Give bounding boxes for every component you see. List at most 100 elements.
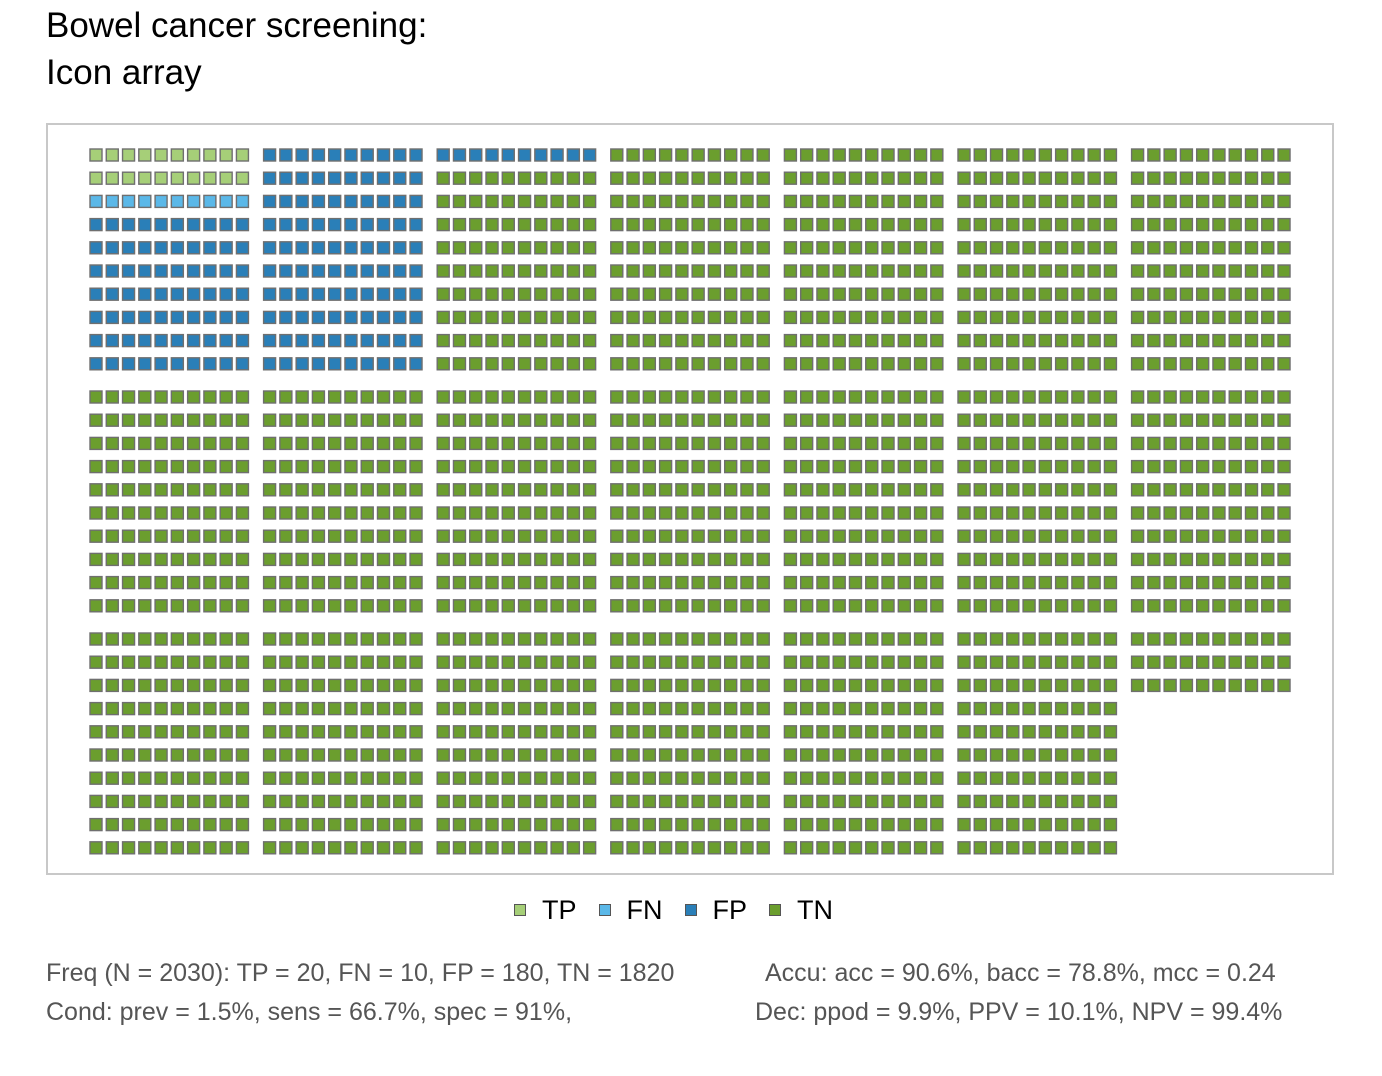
icon-tn bbox=[376, 632, 391, 646]
icon-tn bbox=[452, 506, 467, 520]
icon-tn bbox=[1130, 264, 1145, 278]
icon-tn bbox=[344, 483, 358, 497]
icon-tn bbox=[973, 390, 987, 404]
icon-tn bbox=[138, 552, 152, 567]
icon-tn bbox=[1179, 148, 1194, 162]
icon-tn bbox=[582, 264, 597, 278]
icon-tn bbox=[1228, 148, 1242, 162]
icon-tn bbox=[154, 529, 168, 543]
icon-tn bbox=[566, 194, 581, 209]
icon-tn bbox=[783, 725, 798, 739]
icon-tn bbox=[279, 436, 293, 451]
icon-fp bbox=[295, 194, 309, 209]
icon-tn bbox=[566, 552, 581, 567]
legend: TP FN FP TN bbox=[514, 893, 855, 927]
icon-tn bbox=[626, 194, 640, 209]
icon-tn bbox=[740, 264, 754, 278]
icon-tn bbox=[723, 701, 738, 716]
icon-tn bbox=[1087, 817, 1101, 832]
icon-tn bbox=[675, 357, 689, 371]
icon-tn bbox=[1130, 575, 1145, 590]
icon-tn bbox=[262, 436, 277, 451]
icon-tn bbox=[1022, 171, 1036, 185]
icon-tn bbox=[675, 459, 689, 474]
icon-tn bbox=[832, 748, 846, 762]
icon-tn bbox=[1006, 817, 1020, 832]
icon-tn bbox=[279, 632, 293, 646]
icon-tn bbox=[452, 483, 467, 497]
icon-tn bbox=[1147, 357, 1161, 371]
icon-tn bbox=[881, 264, 895, 278]
icon-tn bbox=[1163, 529, 1177, 543]
icon-tn bbox=[799, 655, 814, 669]
icon-tn bbox=[1054, 459, 1069, 474]
icon-tn bbox=[642, 552, 657, 567]
icon-tn bbox=[658, 148, 673, 162]
icon-tn bbox=[1163, 333, 1177, 348]
icon-tn bbox=[393, 841, 407, 855]
icon-tn bbox=[723, 632, 738, 646]
icon-fp bbox=[295, 171, 309, 185]
icon-tn bbox=[1147, 310, 1161, 325]
icon-tn bbox=[740, 632, 754, 646]
icon-tn bbox=[1006, 357, 1020, 371]
icon-tn bbox=[897, 552, 911, 567]
icon-tn bbox=[1103, 217, 1118, 232]
icon-tn bbox=[566, 459, 581, 474]
icon-tn bbox=[832, 413, 846, 427]
icon-tn bbox=[1054, 841, 1069, 855]
icon-fp bbox=[170, 264, 185, 278]
icon-tn bbox=[1038, 506, 1053, 520]
cond-summary: Cond: prev = 1.5%, sens = 66.7%, spec = … bbox=[46, 998, 573, 1026]
icon-tn bbox=[262, 599, 277, 613]
icon-tn bbox=[279, 413, 293, 427]
icon-tn bbox=[485, 171, 499, 185]
icon-tn bbox=[1071, 552, 1085, 567]
icon-tn bbox=[393, 459, 407, 474]
icon-tn bbox=[279, 725, 293, 739]
icon-tn bbox=[295, 678, 309, 693]
icon-tn bbox=[121, 436, 136, 451]
icon-tn bbox=[957, 771, 971, 785]
icon-tn bbox=[203, 841, 217, 855]
icon-tn bbox=[783, 655, 798, 669]
icon-tn bbox=[566, 357, 581, 371]
icon-tn bbox=[1103, 701, 1118, 716]
icon-tn bbox=[897, 771, 911, 785]
icon-tn bbox=[658, 241, 673, 255]
icon-tn bbox=[930, 390, 944, 404]
icon-tn bbox=[897, 725, 911, 739]
icon-tn bbox=[740, 459, 754, 474]
icon-tn bbox=[469, 678, 483, 693]
icon-tn bbox=[1244, 241, 1259, 255]
icon-tn bbox=[675, 599, 689, 613]
icon-tn bbox=[930, 599, 944, 613]
icon-tn bbox=[1038, 817, 1053, 832]
icon-tn bbox=[897, 459, 911, 474]
icon-tn bbox=[582, 817, 597, 832]
icon-tn bbox=[957, 575, 971, 590]
icon-tn bbox=[642, 701, 657, 716]
icon-tn bbox=[989, 333, 1004, 348]
icon-tn bbox=[1130, 655, 1145, 669]
icon-tn bbox=[121, 794, 136, 809]
icon-tn bbox=[740, 333, 754, 348]
icon-tn bbox=[485, 725, 499, 739]
icon-tn bbox=[865, 506, 879, 520]
icon-fp bbox=[360, 287, 374, 301]
icon-tn bbox=[534, 390, 548, 404]
icon-tn bbox=[881, 357, 895, 371]
icon-tn bbox=[485, 194, 499, 209]
icon-fp bbox=[311, 333, 326, 348]
icon-tn bbox=[203, 459, 217, 474]
icon-tn bbox=[1038, 264, 1053, 278]
icon-tn bbox=[610, 148, 624, 162]
icon-tn bbox=[816, 287, 830, 301]
icon-tn bbox=[1038, 678, 1053, 693]
icon-tn bbox=[582, 771, 597, 785]
icon-tn bbox=[865, 287, 879, 301]
icon-tn bbox=[1195, 552, 1210, 567]
legend-label: FN bbox=[626, 894, 663, 925]
icon-tp bbox=[154, 171, 168, 185]
icon-tn bbox=[311, 701, 326, 716]
